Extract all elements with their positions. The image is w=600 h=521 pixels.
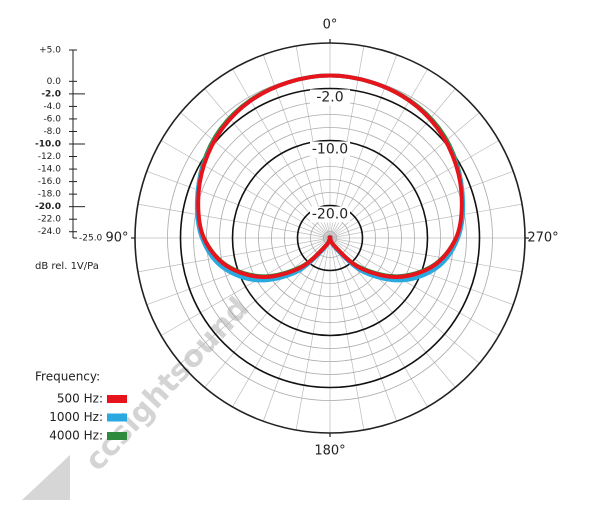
highlight-ring: [296, 204, 364, 272]
polar-line: [196, 73, 464, 280]
ring-label-bg: [310, 206, 350, 223]
scale-tick-label: -8.0: [43, 127, 61, 137]
scale-tick-label: -24.0: [38, 227, 62, 237]
watermark: ccsightsound: [78, 291, 256, 478]
ring-label-bg: [310, 89, 350, 106]
scale-tick-label: -6.0: [43, 114, 61, 124]
scale-tick-label: -16.0: [38, 177, 62, 187]
angle-label: 0°: [323, 18, 338, 33]
scale-tick-label: -10.0: [35, 140, 61, 150]
watermark-shape: [22, 455, 70, 500]
ring-grid-line: [284, 192, 376, 284]
legend-label: 500 Hz:: [57, 392, 103, 406]
legend-swatch: [107, 432, 127, 440]
ring-label-bg: [310, 141, 350, 158]
scale-tick-label: -12.0: [38, 152, 62, 162]
polar-grid: [134, 42, 526, 434]
scale-tick-label: -25.0: [79, 234, 103, 244]
legend-title: Frequency:: [35, 370, 100, 384]
scale-tick-label: +5.0: [39, 46, 61, 56]
radial-unit: dB rel. 1V/Pa: [35, 261, 99, 272]
angle-label: 270°: [527, 231, 558, 246]
scale-tick-label: -22.0: [38, 215, 62, 225]
legend-swatch: [107, 395, 127, 403]
ring-label: -20.0: [312, 207, 348, 223]
legend-swatch: [107, 413, 127, 422]
angle-label: 180°: [314, 444, 345, 459]
ring-grid-line: [258, 166, 402, 310]
ring-label: -10.0: [312, 142, 348, 158]
scale-tick-label: 0.0: [47, 77, 62, 87]
scale-tick-label: -20.0: [35, 202, 61, 212]
highlight-ring: [231, 139, 429, 337]
ring-grid-line: [206, 114, 454, 362]
legend-label: 1000 Hz:: [49, 410, 103, 424]
scale-tick-label: -18.0: [38, 190, 62, 200]
ring-grid-line: [323, 231, 337, 245]
ring-grid-line: [271, 179, 389, 297]
scale-tick-label: -14.0: [38, 165, 62, 175]
highlight-ring: [179, 87, 481, 389]
ring-label: -2.0: [316, 90, 343, 106]
angle-label: 90°: [105, 231, 128, 246]
ring-grid-line: [219, 127, 441, 349]
legend-label: 4000 Hz:: [49, 429, 103, 443]
scale-tick-label: -4.0: [43, 102, 61, 112]
scale-tick-label: -2.0: [41, 89, 61, 99]
